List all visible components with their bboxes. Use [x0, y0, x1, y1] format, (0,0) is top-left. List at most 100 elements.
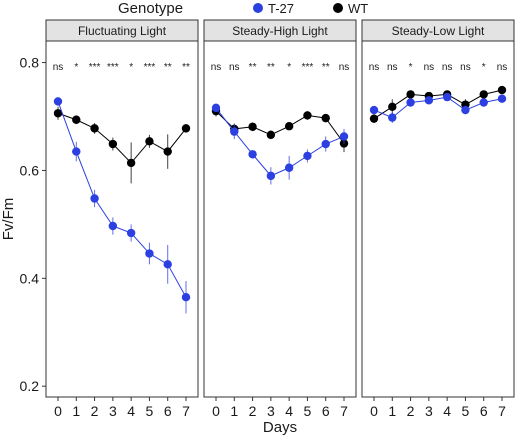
- x-tick-label-1-3: 3: [267, 403, 275, 419]
- x-tick-label-0-4: 4: [127, 403, 135, 419]
- y-tick-label-3: 0.8: [20, 55, 40, 71]
- x-tick-label-1-2: 2: [249, 403, 257, 419]
- point-0-1-6: [163, 147, 172, 156]
- x-tick-label-1-0: 0: [212, 403, 220, 419]
- point-2-0-4: [442, 92, 452, 102]
- sig-label-1-6: **: [322, 62, 330, 73]
- point-1-0-0: [211, 103, 221, 113]
- x-tick-label-2-5: 5: [462, 403, 470, 419]
- point-2-0-1: [388, 113, 397, 122]
- strip-title-2: Steady-Low Light: [392, 24, 485, 38]
- point-2-1-0: [369, 114, 379, 123]
- point-0-1-0: [53, 109, 63, 118]
- x-tick-label-1-1: 1: [230, 403, 238, 419]
- sig-label-2-4: ns: [442, 62, 453, 73]
- x-tick-label-0-1: 1: [72, 403, 80, 419]
- sig-label-1-1: ns: [229, 62, 240, 73]
- point-1-0-7: [339, 132, 349, 141]
- y-tick-label-2: 0.6: [20, 162, 40, 178]
- point-0-0-1: [72, 147, 81, 156]
- point-2-0-2: [406, 98, 415, 107]
- plot-border-0: [45, 40, 199, 398]
- sig-label-1-0: ns: [211, 62, 222, 73]
- point-2-0-0: [369, 105, 379, 115]
- x-tick-label-2-4: 4: [443, 403, 451, 419]
- sig-label-0-0: ns: [53, 62, 64, 73]
- sig-label-2-3: ns: [424, 62, 435, 73]
- point-0-0-2: [90, 194, 99, 203]
- point-1-0-3: [266, 171, 276, 181]
- point-1-0-4: [284, 163, 294, 172]
- x-tick-label-0-0: 0: [54, 403, 62, 419]
- sig-label-0-1: *: [74, 62, 78, 73]
- strip-title-1: Steady-High Light: [232, 24, 328, 38]
- y-axis-title: Fv/Fm: [0, 198, 17, 241]
- point-0-0-4: [126, 228, 136, 238]
- sig-label-1-4: *: [287, 62, 291, 73]
- legend-key-0: [253, 3, 263, 13]
- point-1-0-5: [303, 151, 312, 161]
- point-2-1-6: [479, 90, 488, 99]
- x-tick-label-1-4: 4: [285, 403, 293, 419]
- point-0-1-5: [145, 137, 154, 146]
- point-2-0-6: [479, 98, 488, 107]
- sig-label-2-0: ns: [369, 62, 380, 73]
- sig-label-1-7: ns: [339, 62, 350, 73]
- point-1-1-2: [248, 122, 257, 131]
- y-tick-label-1: 0.4: [20, 270, 40, 286]
- point-1-1-5: [303, 111, 312, 120]
- strip-title-0: Fluctuating Light: [78, 24, 167, 38]
- x-axis-title: Days: [263, 419, 297, 436]
- point-2-1-1: [388, 102, 397, 112]
- point-0-0-3: [108, 221, 118, 231]
- sig-label-2-2: *: [409, 62, 413, 73]
- plot-border-1: [203, 40, 357, 398]
- sig-label-2-7: ns: [497, 62, 508, 73]
- point-0-1-4: [126, 158, 136, 168]
- point-1-1-6: [321, 113, 330, 123]
- sig-label-2-5: ns: [460, 62, 471, 73]
- x-tick-label-0-3: 3: [109, 403, 117, 419]
- point-0-0-0: [53, 97, 63, 106]
- point-1-0-6: [321, 139, 330, 149]
- x-tick-label-1-7: 7: [340, 403, 348, 419]
- x-tick-label-0-7: 7: [182, 403, 190, 419]
- point-1-0-1: [230, 127, 239, 136]
- point-0-1-3: [108, 139, 118, 149]
- y-tick-label-0: 0.2: [20, 378, 40, 394]
- sig-label-1-3: **: [267, 62, 275, 73]
- legend-key-1: [333, 3, 343, 13]
- point-1-1-4: [284, 122, 294, 131]
- sig-label-0-6: **: [164, 62, 172, 73]
- point-2-1-7: [497, 85, 507, 95]
- x-tick-label-0-5: 5: [146, 403, 154, 419]
- point-0-0-6: [163, 260, 172, 269]
- x-tick-label-0-6: 6: [164, 403, 172, 419]
- point-0-0-5: [145, 249, 154, 258]
- sig-label-1-5: ***: [302, 62, 314, 73]
- sig-label-0-7: **: [182, 62, 190, 73]
- x-tick-label-0-2: 2: [91, 403, 99, 419]
- x-tick-label-1-6: 6: [322, 403, 330, 419]
- point-2-0-7: [497, 94, 507, 103]
- sig-label-0-5: ***: [144, 62, 156, 73]
- point-2-0-5: [461, 105, 470, 115]
- x-tick-label-2-6: 6: [480, 403, 488, 419]
- sig-label-2-1: ns: [387, 62, 398, 73]
- point-0-1-2: [90, 124, 99, 133]
- x-tick-label-2-3: 3: [425, 403, 433, 419]
- x-tick-label-2-2: 2: [407, 403, 415, 419]
- plot-border-2: [361, 40, 515, 398]
- point-0-1-7: [181, 124, 191, 133]
- point-1-1-3: [266, 130, 276, 140]
- x-tick-label-1-5: 5: [304, 403, 312, 419]
- legend-title: Genotype: [118, 0, 183, 17]
- x-tick-label-2-7: 7: [498, 403, 506, 419]
- sig-label-0-2: ***: [89, 62, 101, 73]
- sig-label-1-2: **: [249, 62, 257, 73]
